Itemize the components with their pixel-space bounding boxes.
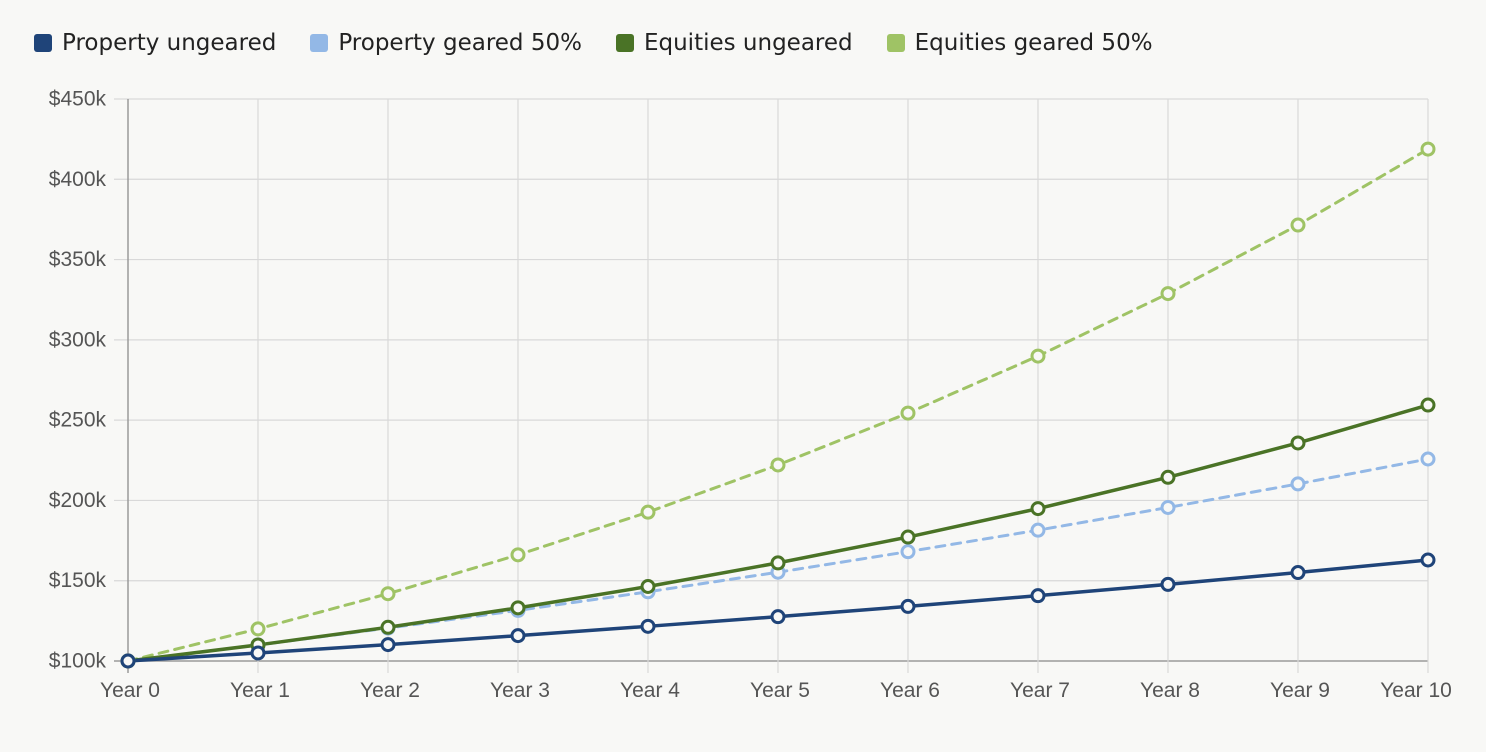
data-point[interactable] (1420, 552, 1436, 568)
data-point[interactable] (1160, 469, 1176, 485)
data-point[interactable] (510, 600, 526, 616)
y-tick-label: $450k (49, 88, 107, 111)
data-point[interactable] (770, 457, 786, 473)
x-tick-label: Year 9 (1270, 679, 1330, 702)
data-point[interactable] (1420, 397, 1436, 413)
data-point[interactable] (1290, 435, 1306, 451)
x-tick-label: Year 7 (1010, 679, 1070, 702)
data-point[interactable] (1160, 286, 1176, 302)
series-lines (120, 141, 1436, 669)
legend-swatch (34, 34, 52, 52)
legend-item[interactable]: Equities ungeared (615, 30, 853, 56)
x-tick-label: Year 4 (620, 679, 680, 702)
data-point[interactable] (640, 618, 656, 634)
x-tick-label: Year 2 (360, 679, 420, 702)
data-point[interactable] (900, 598, 916, 614)
x-axis-labels: Year 0 Year 1 Year 2 Year 3 Year 4 Year 5 Year… (100, 679, 1452, 702)
x-tick-label: Year 0 (100, 679, 160, 702)
legend-item[interactable]: Property ungeared (34, 30, 276, 56)
data-point[interactable] (510, 547, 526, 563)
x-tick-label: Year 1 (230, 679, 290, 702)
data-point[interactable] (1290, 565, 1306, 581)
data-point[interactable] (1290, 476, 1306, 492)
data-point[interactable] (1160, 576, 1176, 592)
y-tick-label: $250k (49, 409, 107, 432)
legend-item[interactable]: Equities geared 50% (886, 30, 1153, 56)
x-tick-label: Year 10 (1380, 679, 1452, 702)
x-tick-label: Year 3 (490, 679, 550, 702)
data-point[interactable] (1030, 501, 1046, 517)
data-point[interactable] (770, 555, 786, 571)
data-point[interactable] (1420, 451, 1436, 467)
data-point[interactable] (120, 653, 136, 669)
data-point[interactable] (380, 619, 396, 635)
x-tick-label: Year 6 (880, 679, 940, 702)
data-point[interactable] (1420, 141, 1436, 157)
legend-label: Property ungeared (62, 30, 277, 56)
data-point[interactable] (640, 578, 656, 594)
data-point[interactable] (900, 529, 916, 545)
data-point[interactable] (900, 405, 916, 421)
legend-item[interactable]: Property geared 50% (310, 30, 582, 56)
x-tick-label: Year 5 (750, 679, 810, 702)
grid (114, 98, 1429, 673)
data-point[interactable] (770, 609, 786, 625)
y-tick-label: $200k (49, 489, 107, 512)
y-axis-labels: $100k $150k $200k $250k $300k $350k $400k $450k (49, 88, 107, 673)
legend-swatch (310, 34, 329, 52)
data-point[interactable] (900, 544, 916, 560)
data-point[interactable] (380, 586, 396, 602)
data-point[interactable] (1030, 348, 1046, 364)
legend-label: Equities ungeared (643, 30, 853, 56)
legend-label: Property geared 50% (338, 30, 582, 56)
legend-swatch (886, 34, 905, 52)
data-point[interactable] (1030, 522, 1046, 538)
data-point[interactable] (250, 645, 266, 661)
data-point[interactable] (640, 504, 656, 520)
data-point[interactable] (250, 621, 266, 637)
data-point[interactable] (1160, 499, 1176, 515)
y-tick-label: $100k (49, 650, 107, 673)
data-point[interactable] (1030, 588, 1046, 604)
data-point[interactable] (1290, 217, 1306, 233)
y-tick-label: $150k (49, 569, 107, 592)
x-tick-label: Year 8 (1140, 679, 1200, 702)
legend-swatch (615, 34, 634, 52)
legend-label: Equities geared 50% (914, 30, 1153, 56)
data-point[interactable] (380, 637, 396, 653)
data-point[interactable] (510, 628, 526, 644)
y-tick-label: $400k (49, 168, 107, 191)
legend: Property ungeared Property geared 50% Equi… (34, 30, 1187, 56)
y-tick-label: $300k (49, 328, 107, 351)
y-tick-label: $350k (49, 248, 107, 271)
